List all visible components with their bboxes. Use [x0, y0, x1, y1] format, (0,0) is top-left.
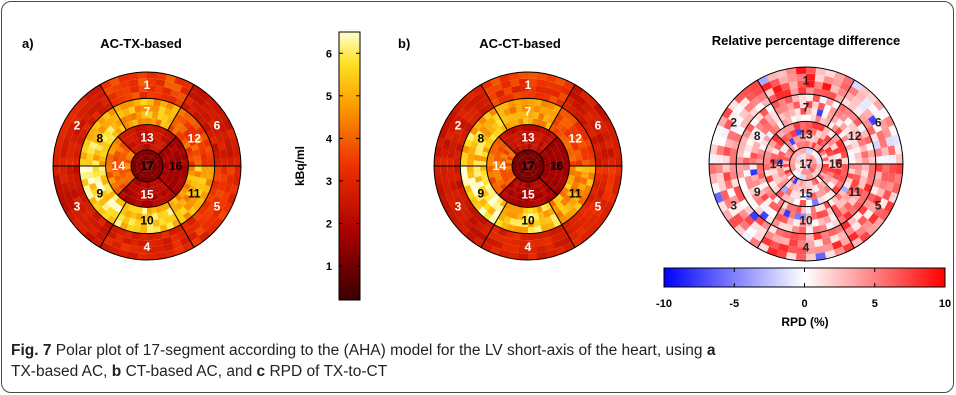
caption-text-4: RPD of TX-to-CT — [265, 363, 388, 380]
segment-label-14: 14 — [112, 159, 126, 173]
segment-label-11: 11 — [848, 185, 861, 199]
rpd-tick-label: -5 — [729, 298, 739, 310]
uptake-tick-label: 6 — [326, 48, 332, 60]
segment-label-15: 15 — [521, 188, 535, 202]
segment-label-4: 4 — [803, 240, 810, 254]
segment-label-8: 8 — [477, 132, 484, 146]
segment-label-4: 4 — [525, 240, 532, 254]
rpd-tick-label: 5 — [872, 298, 878, 310]
segment-label-2: 2 — [74, 119, 81, 133]
uptake-colorbar-title: kBq/ml — [293, 146, 307, 186]
segment-label-14: 14 — [770, 157, 784, 171]
segment-label-16: 16 — [829, 157, 843, 171]
caption-text-1: Polar plot of 17-segment according to th… — [51, 342, 707, 359]
segment-label-3: 3 — [455, 199, 462, 213]
uptake-colorbar: 1 2 3 4 5 6 kBq/ml — [293, 31, 361, 301]
segment-label-13: 13 — [140, 130, 154, 144]
caption-ref-b: b — [111, 363, 122, 380]
segment-label-8: 8 — [96, 132, 103, 146]
uptake-tick-label: 5 — [326, 91, 332, 103]
segment-label-6: 6 — [214, 119, 221, 133]
panel-b-title: AC-CT-based — [479, 36, 561, 51]
segment-label-12: 12 — [848, 129, 862, 143]
rpd-colorbar: -10 -5 0 5 10 RPD (%) — [656, 267, 951, 329]
rpd-colorbar-title: RPD (%) — [781, 315, 828, 329]
panel-a-label: a) — [22, 36, 34, 51]
caption-text-2: TX-based AC, — [11, 363, 112, 380]
segment-label-9: 9 — [754, 185, 761, 199]
segment-label-2: 2 — [455, 119, 462, 133]
segment-label-17: 17 — [799, 157, 813, 171]
uptake-tick-label: 4 — [326, 133, 333, 145]
segment-label-12: 12 — [569, 132, 583, 146]
caption-ref-a: a — [706, 342, 716, 359]
segment-label-14: 14 — [493, 159, 507, 173]
segment-label-10: 10 — [521, 214, 535, 228]
segment-label-5: 5 — [214, 199, 221, 213]
segment-label-17: 17 — [521, 159, 535, 173]
segment-label-4: 4 — [144, 240, 151, 254]
segment-label-2: 2 — [730, 115, 737, 129]
segment-label-8: 8 — [754, 129, 761, 143]
segment-label-15: 15 — [140, 188, 154, 202]
segment-label-9: 9 — [477, 186, 484, 200]
segment-label-1: 1 — [525, 78, 532, 92]
rpd-tick-label: 10 — [939, 298, 951, 310]
caption-text-3: CT-based AC, and — [121, 363, 257, 380]
segment-label-3: 3 — [730, 199, 737, 213]
segment-label-17: 17 — [140, 159, 154, 173]
segment-label-16: 16 — [550, 159, 564, 173]
caption-ref-c: c — [256, 363, 266, 380]
uptake-tick-label: 2 — [326, 218, 332, 230]
segment-label-7: 7 — [803, 101, 810, 115]
segment-label-6: 6 — [595, 119, 602, 133]
segment-label-9: 9 — [96, 186, 103, 200]
uptake-tick-label: 1 — [326, 261, 332, 273]
segment-label-1: 1 — [803, 74, 810, 88]
segment-label-15: 15 — [799, 187, 813, 201]
panel-b-label: b) — [398, 36, 410, 51]
figure-caption: Fig. 7 Polar plot of 17-segment accordin… — [11, 340, 947, 382]
segment-label-11: 11 — [188, 186, 201, 200]
segment-label-3: 3 — [74, 199, 81, 213]
segment-label-16: 16 — [169, 159, 183, 173]
segment-label-5: 5 — [595, 199, 602, 213]
segment-label-7: 7 — [144, 104, 151, 118]
segment-label-7: 7 — [525, 104, 532, 118]
panel-a-title: AC-TX-based — [100, 36, 182, 51]
panel-c-title: Relative percentage difference — [712, 33, 901, 48]
segment-label-12: 12 — [188, 132, 202, 146]
segment-label-5: 5 — [875, 199, 882, 213]
rpd-tick-label: -10 — [656, 298, 672, 310]
segment-label-13: 13 — [799, 127, 813, 141]
segment-label-11: 11 — [569, 186, 582, 200]
segment-label-13: 13 — [521, 130, 535, 144]
segment-label-10: 10 — [140, 214, 154, 228]
caption-fig-number: Fig. 7 — [11, 342, 52, 359]
segment-label-6: 6 — [875, 115, 882, 129]
rpd-tick-label: 0 — [801, 298, 807, 310]
segment-label-1: 1 — [144, 78, 151, 92]
uptake-tick-label: 3 — [326, 176, 332, 188]
segment-label-10: 10 — [799, 213, 813, 227]
